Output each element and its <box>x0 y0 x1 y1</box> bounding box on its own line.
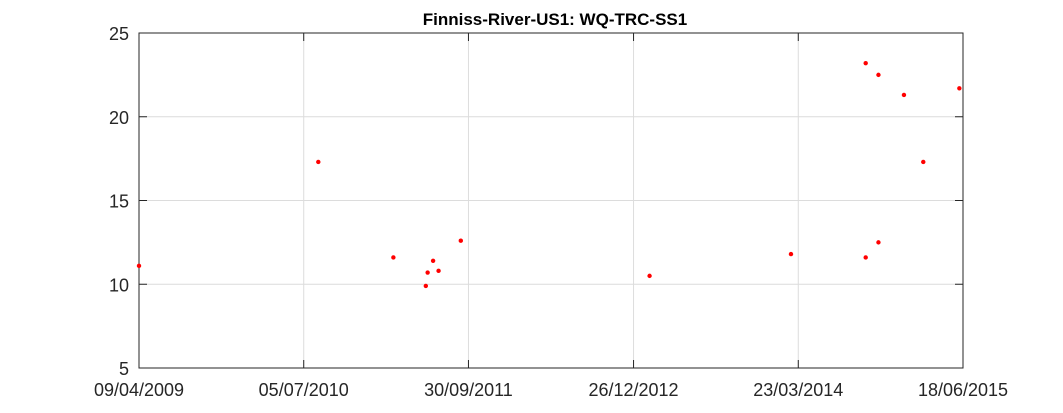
y-tick-label: 5 <box>119 359 129 379</box>
data-point <box>957 86 962 91</box>
data-point <box>425 270 430 275</box>
data-point <box>647 273 652 279</box>
data-points-layer <box>136 60 962 289</box>
data-point <box>876 72 881 78</box>
x-tick-label: 23/03/2014 <box>753 380 843 400</box>
x-tick-label: 05/07/2010 <box>259 380 349 400</box>
data-point <box>430 258 436 263</box>
data-point <box>863 60 868 66</box>
data-point <box>436 268 441 274</box>
data-point <box>458 238 464 243</box>
data-point <box>316 159 321 165</box>
y-tick-label: 20 <box>109 108 129 128</box>
x-tick-label: 09/04/2009 <box>94 380 184 400</box>
y-tick-label: 10 <box>109 275 129 295</box>
x-tick-label: 30/09/2011 <box>424 380 513 400</box>
chart-title: Finniss-River-US1: WQ-TRC-SS1 <box>423 10 687 29</box>
data-point <box>901 92 907 98</box>
tick-layer: 09/04/2009 05/07/2010 30/09/2011 26/12/2012… <box>94 24 1008 400</box>
data-point <box>876 240 881 245</box>
data-point <box>921 159 926 165</box>
x-tick-label: 18/06/2015 <box>918 380 1008 400</box>
y-tick-label: 15 <box>109 192 129 212</box>
data-point <box>863 255 868 260</box>
y-tick-label: 25 <box>109 24 129 44</box>
grid-layer <box>138 32 964 369</box>
data-point <box>788 251 794 257</box>
data-point <box>391 255 396 260</box>
data-point <box>423 283 429 289</box>
x-tick-label: 26/12/2012 <box>588 380 678 400</box>
data-point <box>136 263 142 269</box>
